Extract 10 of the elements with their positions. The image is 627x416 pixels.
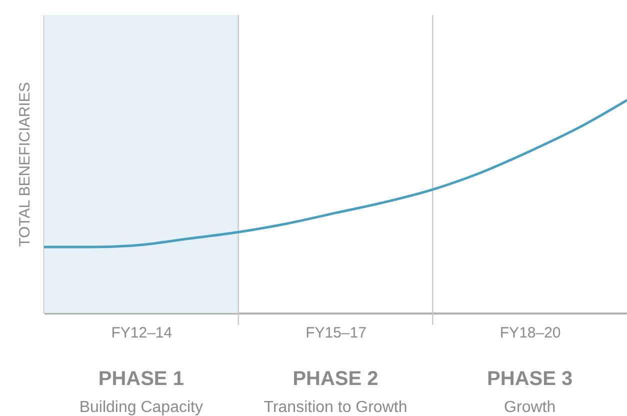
- text: PHASE 2: [292, 368, 378, 390]
- x-tick-label: FY15–17: [306, 324, 366, 342]
- text: Growth: [504, 399, 556, 416]
- x-tick-label: FY18–20: [500, 324, 561, 342]
- text: Building Capacity: [79, 399, 203, 416]
- x-tick-label: FY12–14: [111, 324, 172, 342]
- y-axis-title: TOTAL BENEFICIARIES: [16, 82, 34, 247]
- text: Transition to Growth: [264, 399, 408, 416]
- text: PHASE 3: [487, 368, 573, 390]
- text: PHASE 1: [98, 368, 184, 390]
